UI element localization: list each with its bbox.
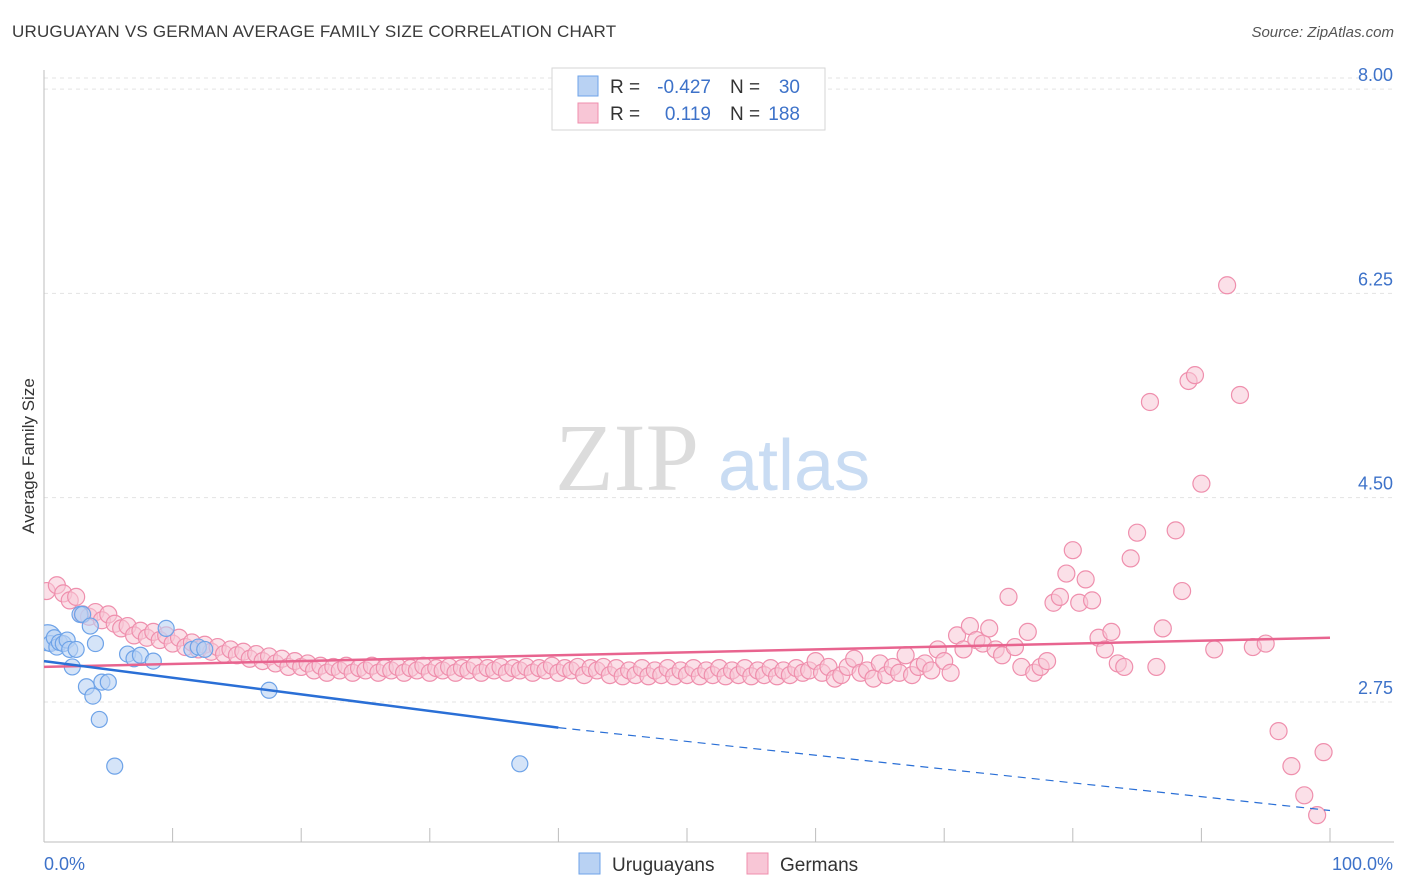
germans-point bbox=[1308, 806, 1327, 825]
germans-point bbox=[1037, 651, 1057, 671]
germans-point bbox=[1230, 385, 1250, 405]
x-tick-label-max: 100.0% bbox=[1332, 854, 1393, 874]
legend-n-value-uruguayans: 30 bbox=[779, 77, 800, 98]
uruguayans-point bbox=[196, 640, 214, 659]
x-ticks bbox=[43, 828, 1331, 842]
germans-point bbox=[1005, 637, 1025, 657]
uruguayans-point bbox=[144, 652, 162, 670]
germans-point bbox=[1140, 392, 1160, 412]
germans-point bbox=[992, 646, 1012, 665]
germans-point bbox=[1173, 581, 1192, 601]
uruguayans-point bbox=[90, 710, 108, 729]
germans-trend-line bbox=[43, 636, 1331, 669]
legend-n-value-germans: 188 bbox=[768, 104, 800, 125]
bottom-legend-label-germans: Germans bbox=[780, 855, 858, 876]
legend-n-label-germans: N = bbox=[730, 104, 760, 125]
uruguayans-point bbox=[84, 687, 102, 705]
germans-point bbox=[999, 587, 1018, 606]
x-tick-label-min: 0.0% bbox=[44, 854, 85, 874]
bottom-legend: Uruguayans Germans bbox=[578, 852, 858, 876]
germans-point bbox=[1082, 591, 1102, 610]
legend-swatch-uruguayans bbox=[577, 75, 599, 97]
germans-point bbox=[922, 661, 941, 680]
germans-point bbox=[1282, 757, 1301, 776]
y-tick-label: 2.75 bbox=[1358, 678, 1393, 698]
uruguayans-point bbox=[81, 617, 99, 635]
germans-point bbox=[1018, 622, 1037, 642]
bottom-legend-swatch-germans bbox=[746, 852, 769, 875]
germans-point bbox=[1192, 474, 1211, 493]
bottom-legend-swatch-uruguayans bbox=[578, 852, 601, 875]
germans-point bbox=[67, 587, 86, 606]
germans-point bbox=[1256, 634, 1275, 653]
germans-point bbox=[1115, 657, 1134, 677]
uruguayans-points bbox=[44, 605, 529, 775]
germans-point bbox=[1076, 570, 1095, 589]
legend-r-value-germans: 0.119 bbox=[665, 104, 711, 125]
germans-point bbox=[1121, 549, 1140, 568]
chart-title: URUGUAYAN VS GERMAN AVERAGE FAMILY SIZE … bbox=[12, 22, 617, 41]
germans-point bbox=[1166, 521, 1185, 540]
uruguayans-point bbox=[99, 673, 117, 691]
germans-point bbox=[1147, 657, 1166, 677]
trend-lines bbox=[43, 636, 1331, 812]
uruguayans-point bbox=[511, 755, 529, 773]
watermark-atlas: atlas bbox=[718, 426, 870, 506]
bottom-legend-label-uruguayans: Uruguayans bbox=[612, 855, 714, 876]
germans-point bbox=[1218, 276, 1237, 295]
germans-point bbox=[980, 619, 999, 638]
legend-n-label-uruguayans: N = bbox=[730, 77, 760, 98]
germans-point bbox=[1063, 541, 1082, 560]
grid-lines bbox=[44, 77, 1394, 703]
germans-point bbox=[1095, 640, 1115, 659]
germans-point bbox=[1269, 722, 1288, 741]
germans-point bbox=[1295, 786, 1314, 805]
y-tick-label: 6.25 bbox=[1358, 269, 1393, 289]
germans-point bbox=[1185, 366, 1205, 385]
axes bbox=[43, 70, 1394, 843]
legend-r-label-germans: R = bbox=[610, 104, 640, 125]
germans-point bbox=[1050, 587, 1070, 606]
watermark-zip: ZIP bbox=[555, 404, 699, 511]
legend-swatch-germans bbox=[577, 102, 599, 124]
legend-r-value-uruguayans: -0.427 bbox=[657, 77, 711, 98]
y-tick-labels: 2.75 4.50 6.25 8.00 bbox=[1358, 65, 1393, 698]
uruguayans-point bbox=[67, 640, 85, 659]
legend: R = -0.427 N = 30 R = 0.119 N = 188 bbox=[551, 67, 826, 131]
uruguayans-point bbox=[86, 634, 105, 653]
legend-r-label-uruguayans: R = bbox=[610, 77, 640, 98]
germans-point bbox=[1102, 622, 1121, 642]
uruguayans-trend-extension bbox=[558, 727, 1331, 812]
germans-point bbox=[1127, 523, 1147, 542]
uruguayans-point bbox=[157, 619, 175, 638]
chart-source: Source: ZipAtlas.com bbox=[1251, 24, 1394, 41]
germans-point bbox=[941, 663, 960, 682]
y-axis-label: Average Family Size bbox=[19, 378, 38, 534]
uruguayans-trend-line bbox=[43, 659, 559, 729]
y-tick-label: 4.50 bbox=[1358, 474, 1393, 494]
uruguayans-point bbox=[106, 757, 124, 775]
germans-point bbox=[1057, 564, 1076, 583]
germans-point bbox=[1205, 640, 1224, 659]
germans-point bbox=[1314, 743, 1333, 762]
germans-point bbox=[1153, 619, 1172, 638]
y-tick-label: 8.00 bbox=[1358, 65, 1393, 85]
